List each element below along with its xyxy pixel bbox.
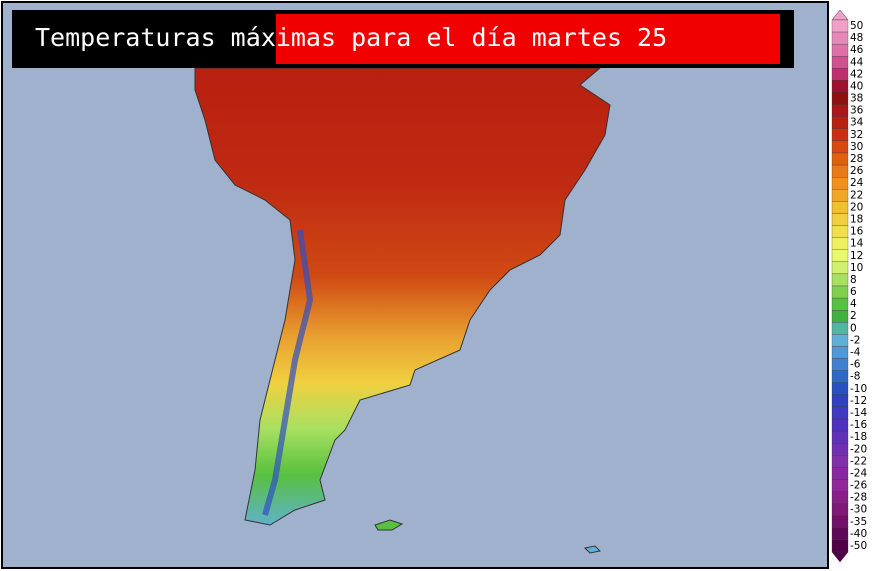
legend-swatch [831, 394, 849, 408]
andes [262, 229, 314, 516]
legend-label: -24 [850, 467, 867, 479]
legend-label: -6 [850, 359, 861, 371]
legend-swatch [831, 455, 849, 468]
legend-label: 28 [850, 153, 863, 165]
legend-swatch [831, 104, 849, 117]
legend-swatch [831, 467, 849, 480]
legend-swatch [831, 164, 849, 178]
legend-label: 16 [850, 226, 864, 238]
south-america [194, 67, 611, 526]
legend-label: 44 [850, 56, 864, 68]
legend-label: 46 [850, 44, 864, 56]
legend-swatch [831, 479, 849, 492]
legend-cap-bottom [831, 551, 849, 563]
legend-swatch [831, 515, 849, 529]
legend-label: 50 [850, 20, 863, 32]
legend-label: 2 [850, 310, 857, 322]
legend-swatch [831, 177, 849, 190]
legend-swatch [831, 43, 849, 57]
legend-swatch [831, 285, 849, 299]
legend-label: -18 [850, 431, 867, 443]
legend-label: -20 [850, 443, 867, 455]
legend-label: 12 [850, 250, 863, 262]
legend-swatch [831, 310, 849, 323]
legend-label: -12 [850, 395, 867, 407]
title: Temperaturas máximas para el día martes … [35, 23, 667, 52]
legend-swatch [831, 334, 849, 347]
legend-swatch [831, 140, 849, 154]
legend-label: -26 [850, 480, 867, 492]
legend-label: -14 [850, 407, 867, 419]
legend: 5048464442403836343230282624222018161412… [831, 9, 867, 563]
legend-label: 48 [850, 32, 863, 44]
legend-label: 40 [850, 80, 863, 92]
legend-swatch [831, 358, 849, 371]
legend-label: -40 [850, 528, 867, 540]
legend-swatch [831, 430, 849, 444]
legend-swatch [831, 322, 849, 335]
legend-swatch [831, 68, 849, 81]
legend-swatch [831, 92, 849, 105]
legend-label: -50 [850, 540, 867, 552]
legend-label: 14 [850, 238, 864, 250]
falklands [374, 519, 404, 531]
legend-label: 26 [850, 165, 864, 177]
legend-swatch [831, 491, 849, 504]
legend-swatch [831, 527, 849, 541]
legend-label: 10 [850, 262, 863, 274]
legend-swatch [831, 346, 849, 359]
legend-swatch [831, 249, 849, 262]
legend-swatch [831, 56, 849, 69]
legend-swatch [831, 273, 849, 287]
legend-label: -2 [850, 334, 860, 346]
legend-swatch [831, 297, 849, 311]
legend-label: 42 [850, 68, 863, 80]
legend-label: 30 [850, 141, 863, 153]
legend-label: 36 [850, 105, 864, 117]
legend-label: 24 [850, 177, 864, 189]
legend-label: 38 [850, 93, 863, 105]
legend-swatch [831, 116, 849, 129]
legend-label: 8 [850, 274, 857, 286]
legend-label: 4 [850, 298, 857, 310]
legend-label: 20 [850, 201, 863, 213]
legend-label: 18 [850, 213, 863, 225]
legend-label: 34 [850, 117, 864, 129]
legend-label: 22 [850, 189, 863, 201]
legend-swatch [831, 31, 849, 45]
legend-swatch [831, 261, 849, 275]
legend-label: 6 [850, 286, 857, 298]
legend-swatch [831, 152, 849, 166]
legend-label: 0 [850, 322, 857, 334]
legend-swatch [831, 370, 849, 383]
legend-swatch [831, 443, 849, 456]
legend-label: -22 [850, 455, 867, 467]
legend-label: -16 [850, 419, 867, 431]
legend-swatch [831, 539, 849, 553]
legend-label: -10 [850, 383, 867, 395]
legend-swatch [831, 213, 849, 226]
legend-swatch [831, 237, 849, 250]
title-highlight [276, 14, 780, 64]
island [583, 545, 602, 554]
legend-swatch [831, 201, 849, 214]
legend-swatch [831, 80, 849, 93]
legend-swatch [831, 406, 849, 420]
legend-label: -30 [850, 504, 867, 516]
legend-swatch [831, 418, 849, 432]
legend-swatch [831, 382, 849, 395]
legend-swatch [831, 189, 849, 202]
legend-label: -4 [850, 347, 861, 359]
legend-swatch [831, 19, 849, 33]
legend-swatch [831, 225, 849, 238]
legend-label: -35 [850, 516, 867, 528]
legend-label: -28 [850, 492, 867, 504]
legend-label: 32 [850, 129, 863, 141]
legend-swatch [831, 128, 849, 142]
legend-label: -8 [850, 371, 860, 383]
legend-swatch [831, 503, 849, 516]
